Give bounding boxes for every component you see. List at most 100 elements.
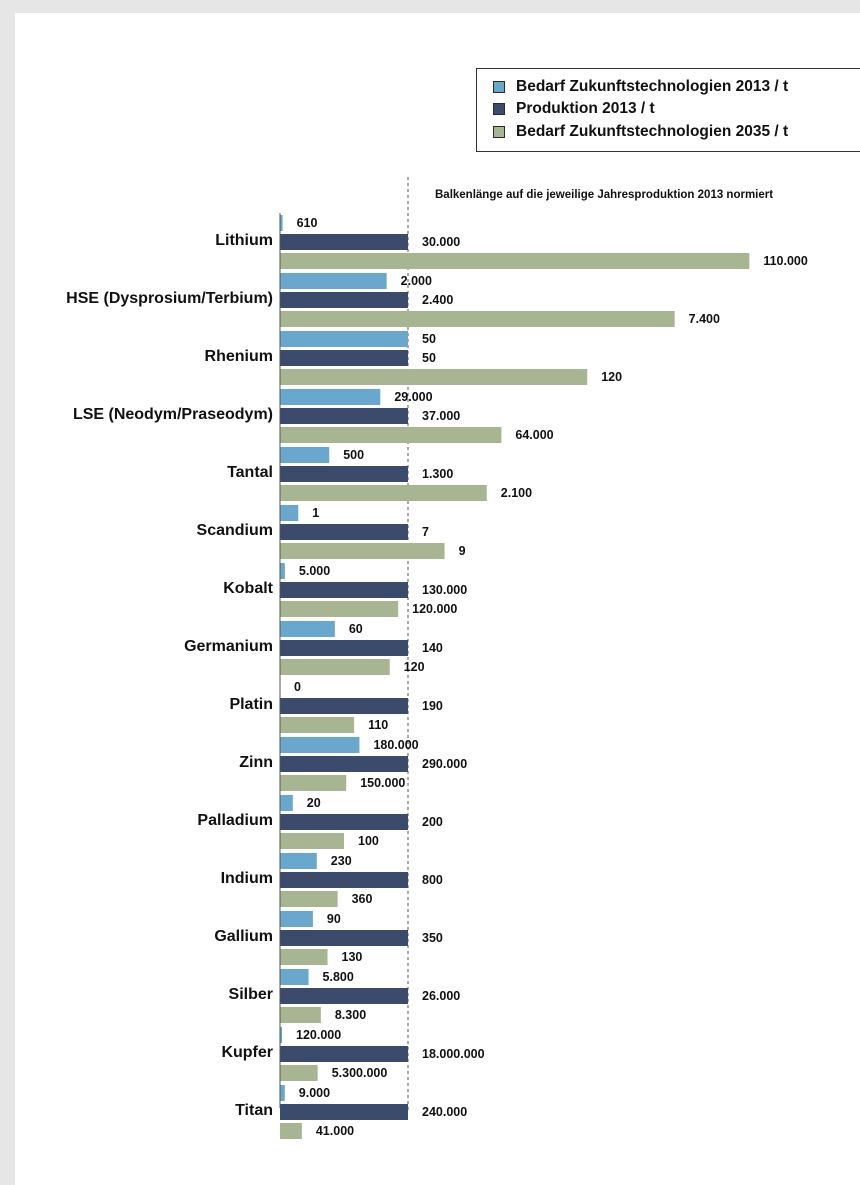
value-label-produktion-2013-scandium: 7 (422, 525, 429, 539)
bar-bedarf-2035-palladium (280, 833, 344, 849)
category-label-hse-dysprosium-terbium: HSE (Dysprosium/Terbium) (66, 290, 273, 307)
bar-produktion-2013-gallium (280, 930, 408, 946)
value-label-produktion-2013-gallium: 350 (422, 931, 443, 945)
bar-bedarf-2035-lse-neodym-praseodym (280, 427, 502, 443)
bar-bedarf-2035-rhenium (280, 369, 588, 385)
bar-bedarf-2035-indium (280, 891, 338, 907)
legend-label-produktion-2013: Produktion 2013 / t (516, 100, 655, 117)
bar-produktion-2013-zinn (280, 756, 408, 772)
value-label-bedarf-2013-platin: 0 (294, 680, 301, 694)
category-label-indium: Indium (221, 870, 273, 887)
bar-produktion-2013-platin (280, 698, 408, 714)
value-label-bedarf-2013-titan: 9.000 (299, 1086, 330, 1100)
value-label-bedarf-2013-scandium: 1 (312, 506, 319, 520)
value-label-bedarf-2013-lithium: 610 (297, 216, 318, 230)
value-label-bedarf-2013-zinn: 180.000 (373, 738, 418, 752)
bar-chart: Lithium 610 30.000 110.000 HSE (Dysprosium/T… (66, 177, 808, 1139)
bar-bedarf-2013-tantal (280, 447, 330, 463)
chart-page: Lithium 610 30.000 110.000 HSE (Dysprosium/T… (15, 13, 860, 1185)
bar-produktion-2013-titan (280, 1104, 408, 1120)
legend: Bedarf Zukunftstechnologien 2013 / t Pro… (476, 68, 860, 152)
category-label-palladium: Palladium (197, 812, 273, 829)
value-label-bedarf-2013-palladium: 20 (307, 796, 321, 810)
bar-bedarf-2035-germanium (280, 659, 390, 675)
bar-bedarf-2013-lithium (280, 215, 283, 231)
value-label-bedarf-2013-tantal: 500 (343, 448, 364, 462)
category-label-kupfer: Kupfer (221, 1044, 273, 1061)
value-label-produktion-2013-kobalt: 130.000 (422, 583, 467, 597)
bar-bedarf-2035-kobalt (280, 601, 399, 617)
value-label-bedarf-2013-hse-dysprosium-terbium: 2.000 (401, 274, 432, 288)
value-label-bedarf-2013-indium: 230 (331, 854, 352, 868)
bar-bedarf-2035-platin (280, 717, 355, 733)
value-label-bedarf-2013-kupfer: 120.000 (296, 1028, 341, 1042)
legend-item-bedarf-2035: Bedarf Zukunftstechnologien 2035 / t (493, 121, 788, 143)
bar-bedarf-2035-silber (280, 1007, 321, 1023)
bar-produktion-2013-silber (280, 988, 408, 1004)
value-label-bedarf-2013-rhenium: 50 (422, 332, 436, 346)
value-label-produktion-2013-kupfer: 18.000.000 (422, 1047, 485, 1061)
bar-bedarf-2013-titan (280, 1085, 285, 1101)
bar-produktion-2013-lithium (280, 234, 408, 250)
value-label-produktion-2013-platin: 190 (422, 699, 443, 713)
bar-bedarf-2013-hse-dysprosium-terbium (280, 273, 387, 289)
category-label-zinn: Zinn (239, 754, 273, 771)
value-label-produktion-2013-lithium: 30.000 (422, 235, 460, 249)
category-label-rhenium: Rhenium (205, 348, 273, 365)
bar-bedarf-2035-kupfer (280, 1065, 318, 1081)
bar-bedarf-2035-scandium (280, 543, 445, 559)
value-label-bedarf-2035-silber: 8.300 (335, 1008, 366, 1022)
bar-bedarf-2013-kupfer (280, 1027, 282, 1043)
value-label-bedarf-2035-tantal: 2.100 (501, 486, 532, 500)
value-label-produktion-2013-titan: 240.000 (422, 1105, 467, 1119)
bar-bedarf-2035-lithium (280, 253, 750, 269)
value-label-produktion-2013-zinn: 290.000 (422, 757, 467, 771)
value-label-bedarf-2035-germanium: 120 (404, 660, 425, 674)
value-label-bedarf-2013-kobalt: 5.000 (299, 564, 330, 578)
value-label-produktion-2013-hse-dysprosium-terbium: 2.400 (422, 293, 453, 307)
value-label-bedarf-2035-hse-dysprosium-terbium: 7.400 (689, 312, 720, 326)
bar-bedarf-2013-kobalt (280, 563, 285, 579)
category-label-lse-neodym-praseodym: LSE (Neodym/Praseodym) (73, 406, 273, 423)
bar-bedarf-2035-titan (280, 1123, 302, 1139)
bar-bedarf-2035-tantal (280, 485, 487, 501)
category-label-gallium: Gallium (214, 928, 273, 945)
value-label-bedarf-2035-zinn: 150.000 (360, 776, 405, 790)
value-label-bedarf-2035-lithium: 110.000 (763, 254, 808, 268)
bar-bedarf-2013-lse-neodym-praseodym (280, 389, 381, 405)
legend-item-bedarf-2013: Bedarf Zukunftstechnologien 2013 / t (493, 76, 788, 98)
legend-item-produktion-2013: Produktion 2013 / t (493, 98, 655, 120)
bar-produktion-2013-scandium (280, 524, 408, 540)
bar-produktion-2013-lse-neodym-praseodym (280, 408, 408, 424)
value-label-produktion-2013-germanium: 140 (422, 641, 443, 655)
value-label-bedarf-2035-palladium: 100 (358, 834, 379, 848)
value-label-produktion-2013-silber: 26.000 (422, 989, 460, 1003)
normalization-note: Balkenlänge auf die jeweilige Jahresprod… (435, 189, 774, 201)
value-label-produktion-2013-tantal: 1.300 (422, 467, 453, 481)
value-label-bedarf-2035-indium: 360 (352, 892, 373, 906)
bar-produktion-2013-rhenium (280, 350, 408, 366)
category-label-scandium: Scandium (197, 522, 273, 539)
value-label-bedarf-2035-titan: 41.000 (316, 1124, 354, 1138)
bar-produktion-2013-germanium (280, 640, 408, 656)
value-label-bedarf-2013-gallium: 90 (327, 912, 341, 926)
bar-bedarf-2013-rhenium (280, 331, 408, 347)
category-label-kobalt: Kobalt (223, 580, 273, 597)
bar-bedarf-2035-hse-dysprosium-terbium (280, 311, 675, 327)
bar-bedarf-2013-germanium (280, 621, 335, 637)
legend-swatch-bedarf-2035 (493, 126, 505, 138)
legend-swatch-bedarf-2013 (493, 81, 505, 93)
bar-bedarf-2035-zinn (280, 775, 347, 791)
bar-produktion-2013-palladium (280, 814, 408, 830)
value-label-produktion-2013-rhenium: 50 (422, 351, 436, 365)
bar-produktion-2013-indium (280, 872, 408, 888)
value-label-bedarf-2035-kupfer: 5.300.000 (332, 1066, 388, 1080)
bar-bedarf-2013-zinn (280, 737, 360, 753)
bar-produktion-2013-tantal (280, 466, 408, 482)
value-label-bedarf-2035-scandium: 9 (459, 544, 466, 558)
value-label-bedarf-2013-silber: 5.800 (323, 970, 354, 984)
legend-label-bedarf-2013: Bedarf Zukunftstechnologien 2013 / t (516, 78, 789, 95)
legend-label-bedarf-2035: Bedarf Zukunftstechnologien 2035 / t (516, 123, 789, 140)
value-label-bedarf-2013-lse-neodym-praseodym: 29.000 (394, 390, 432, 404)
value-label-bedarf-2035-lse-neodym-praseodym: 64.000 (515, 428, 553, 442)
